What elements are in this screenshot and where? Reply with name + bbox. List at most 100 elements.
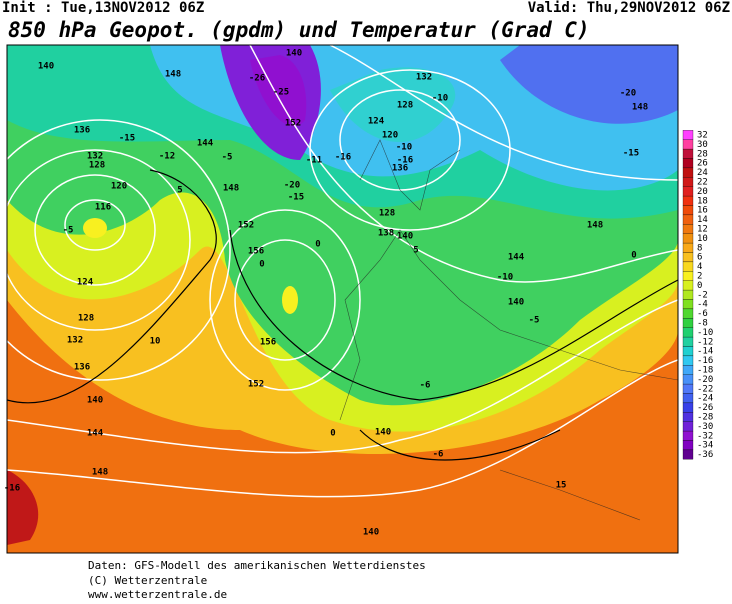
colorbar-swatch: [682, 440, 694, 451]
contour-label: 148: [92, 468, 108, 478]
contour-label: 120: [382, 131, 398, 141]
contour-label: -10: [432, 94, 448, 104]
contour-label: 156: [260, 338, 276, 348]
colorbar-label: -12: [697, 337, 713, 347]
colorbar-swatch: [682, 421, 694, 432]
colorbar-swatch: [682, 186, 694, 197]
map-title: 850 hPa Geopot. (gpdm) und Temperatur (G…: [8, 18, 590, 42]
contour-label: -15: [119, 134, 135, 144]
contour-label: 132: [416, 73, 432, 83]
contour-label: 152: [238, 221, 254, 231]
contour-label: 140: [508, 298, 524, 308]
contour-label: 140: [397, 232, 413, 242]
colorbar-swatch: [682, 252, 694, 263]
colorbar-swatch: [682, 139, 694, 150]
colorbar-swatch: [682, 430, 694, 441]
contour-label: 128: [89, 161, 105, 171]
colorbar-label: 24: [697, 168, 708, 178]
colorbar-swatch: [682, 336, 694, 347]
colorbar-label: -22: [697, 384, 713, 394]
contour-label: 144: [508, 253, 525, 263]
colorbar-swatch: [682, 449, 694, 460]
colorbar-swatch: [682, 402, 694, 413]
contour-label: 148: [165, 70, 181, 80]
contour-label: -5: [63, 226, 74, 236]
contour-label: 5: [413, 246, 418, 256]
contour-label: 5: [177, 186, 182, 196]
colorbar-swatch: [682, 374, 694, 385]
colorbar-label: 0: [697, 281, 702, 291]
contour-label: 140: [363, 528, 379, 538]
contour-label: 15: [556, 481, 567, 491]
map-frame: [6, 44, 679, 554]
contour-label: 0: [259, 260, 264, 270]
contour-label: 152: [248, 380, 264, 390]
colorbar-swatch: [682, 318, 694, 328]
colorbar-swatch: [682, 261, 694, 272]
contour-label: 124: [368, 117, 385, 127]
contour-label: -15: [623, 149, 639, 159]
footer-line: www.wetterzentrale.de: [88, 588, 227, 600]
contour-label: -15: [288, 193, 304, 203]
colorbar-label: -32: [697, 431, 713, 441]
contour-label: -5: [222, 153, 233, 163]
colorbar-swatch: [682, 148, 694, 159]
contour-label: 148: [223, 184, 239, 194]
valid-time: Valid: Thu,29NOV2012 06Z: [528, 0, 730, 16]
colorbar-label: 32: [697, 131, 708, 141]
contour-label: -20: [284, 181, 300, 191]
contour-label: 140: [87, 396, 103, 406]
footer-line: (C) Wetterzentrale: [88, 574, 207, 587]
contour-label: 138: [378, 229, 394, 239]
colorbar-label: -10: [697, 328, 713, 338]
contour-label: 136: [392, 164, 408, 174]
contour-label: 148: [587, 221, 603, 231]
contour-label: -25: [273, 88, 289, 98]
contour-label: 136: [74, 363, 90, 373]
contour-label: -16: [4, 484, 20, 494]
colorbar-swatch: [682, 205, 694, 216]
colorbar-swatch: [682, 383, 694, 394]
contour-label: 136: [74, 126, 90, 136]
contour-label: 140: [38, 62, 54, 72]
colorbar-swatch: [682, 167, 694, 178]
colorbar-label: 2: [697, 272, 702, 282]
contour-label: -6: [420, 381, 431, 391]
colorbar-label: 22: [697, 178, 708, 188]
contour-label: 10: [150, 337, 161, 347]
colorbar-label: -16: [697, 356, 713, 366]
contour-label: -5: [529, 316, 540, 326]
contour-label: -12: [159, 152, 175, 162]
colorbar-swatch: [682, 195, 694, 206]
colorbar-label: -28: [697, 413, 713, 423]
contour-label: 124: [77, 278, 94, 288]
init-time: Init : Tue,13NOV2012 06Z: [2, 0, 204, 16]
contour-label: 152: [285, 119, 301, 129]
colorbar-label: -36: [697, 450, 713, 460]
colorbar-swatch: [682, 271, 694, 281]
colorbar-swatch: [682, 412, 694, 422]
colorbar-label: -18: [697, 366, 713, 376]
colorbar-label: 12: [697, 225, 708, 235]
contour-label: 144: [87, 429, 104, 439]
contour-label: 132: [67, 336, 83, 346]
colorbar-swatch: [682, 299, 694, 310]
contour-label: 144: [197, 139, 214, 149]
colorbar-swatch: [682, 327, 694, 338]
colorbar-swatch: [682, 346, 694, 357]
colorbar-label: 4: [697, 262, 702, 272]
colorbar-swatch: [682, 177, 694, 187]
contour-label: 0: [330, 429, 335, 439]
contour-label: 0: [315, 240, 320, 250]
contour-label: -10: [396, 143, 412, 153]
colorbar-label: -34: [697, 441, 713, 451]
contour-label: 132: [87, 152, 103, 162]
colorbar-swatch: [682, 393, 694, 404]
contour-label: -20: [620, 89, 636, 99]
contour-label: -10: [497, 273, 513, 283]
colorbar-swatch: [682, 224, 694, 234]
colorbar-swatch: [682, 355, 694, 366]
map-field: [7, 45, 678, 553]
contour-label: 128: [78, 314, 94, 324]
